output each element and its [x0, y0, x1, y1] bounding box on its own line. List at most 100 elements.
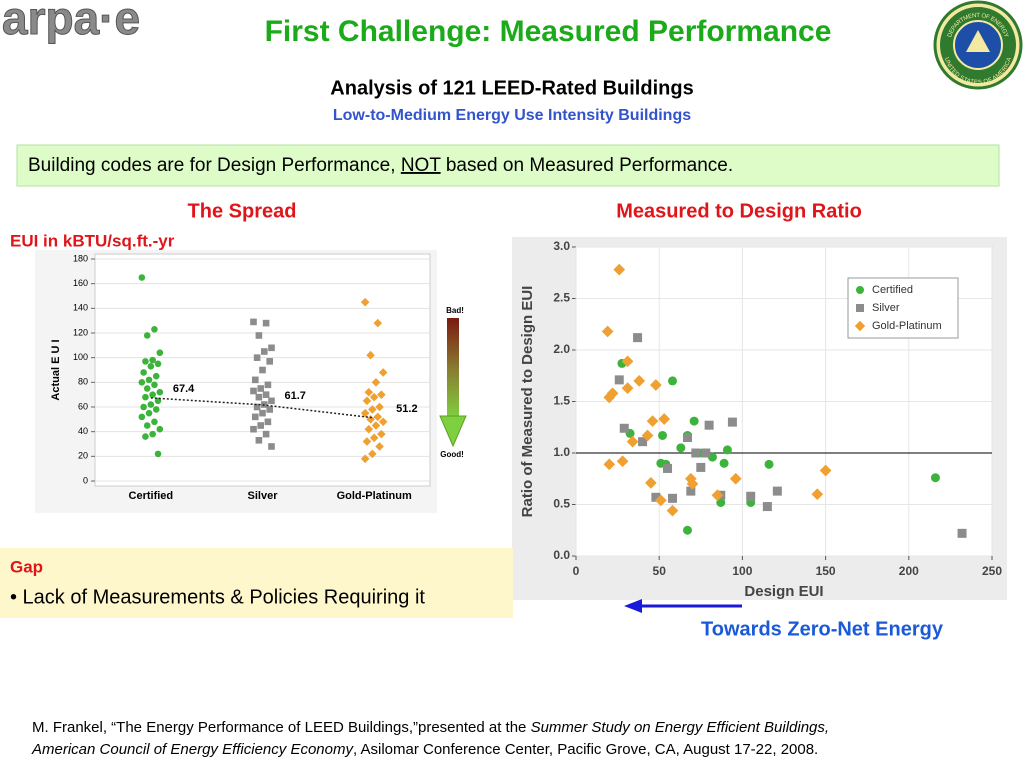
marker	[722, 445, 732, 455]
x-tick-label: 200	[899, 564, 919, 578]
marker	[140, 369, 147, 376]
citation-part: , Asilomar Conference Center, Pacific Gr…	[353, 741, 818, 758]
marker	[729, 472, 742, 485]
callout-part: Building codes are for Design Performanc…	[28, 155, 401, 176]
marker	[360, 408, 370, 418]
marker	[250, 425, 257, 433]
marker	[138, 274, 146, 281]
marker	[378, 417, 388, 427]
y-axis-label: Actual E U I	[50, 339, 62, 400]
marker	[601, 325, 614, 338]
marker	[364, 387, 374, 397]
marker	[619, 423, 629, 433]
marker	[147, 401, 155, 408]
gap-box	[0, 548, 513, 618]
marker	[651, 492, 661, 502]
x-tick-label: Silver	[248, 490, 279, 502]
marker	[145, 376, 153, 384]
marker	[684, 472, 697, 485]
x-tick-label: Certified	[129, 490, 174, 502]
marker	[650, 379, 662, 391]
mean-label: 61.7	[285, 390, 306, 402]
arrow-label: Towards Zero-Net Energy	[701, 618, 944, 640]
marker	[614, 375, 624, 385]
marker	[262, 430, 270, 438]
marker	[156, 349, 164, 357]
marker	[143, 422, 151, 429]
seal: DEPARTMENT OF ENERGY UNITED STATES OF AM…	[933, 0, 1023, 90]
gap-bullet: • Lack of Measurements & Policies Requir…	[10, 586, 425, 608]
direction-arrow	[624, 599, 742, 613]
marker	[658, 430, 668, 440]
chart-title: EUI in kBTU/sq.ft.-yr	[10, 231, 175, 250]
y-tick-label: 80	[78, 377, 88, 387]
mean-line	[150, 397, 375, 419]
legend-box	[847, 277, 959, 339]
marker	[143, 385, 151, 392]
marker	[666, 504, 679, 517]
marker	[957, 528, 967, 538]
marker	[259, 366, 266, 374]
marker	[645, 477, 657, 489]
marker	[762, 502, 772, 512]
marker	[369, 392, 379, 402]
callout-emphasis: NOT	[401, 155, 442, 176]
marker	[668, 493, 678, 503]
marker	[373, 318, 383, 328]
marker	[142, 358, 149, 365]
marker	[364, 424, 374, 434]
y-tick-label: 60	[78, 401, 88, 411]
marker	[156, 388, 164, 396]
y-tick-label: 0.5	[553, 497, 570, 511]
y-axis-label: Ratio of Measured to Design EUI	[519, 286, 536, 518]
marker	[253, 403, 261, 411]
marker	[151, 326, 158, 333]
x-axis-label: Design EUI	[744, 583, 823, 600]
marker	[638, 437, 648, 447]
y-tick-label: 0.0	[553, 548, 570, 562]
legend-label: Certified	[872, 284, 913, 296]
y-tick-label: 1.5	[553, 394, 570, 408]
marker	[856, 304, 864, 312]
marker	[764, 459, 774, 469]
marker	[250, 387, 257, 395]
marker	[147, 363, 155, 370]
y-tick-label: 2.5	[553, 291, 570, 305]
y-tick-label: 120	[73, 327, 88, 337]
marker	[686, 486, 696, 496]
marker	[704, 420, 714, 430]
marker	[369, 433, 379, 443]
marker	[140, 403, 147, 411]
x-tick-label: 50	[653, 564, 667, 578]
citation: American Council of Energy Efficiency Ec…	[31, 741, 818, 758]
marker	[633, 333, 643, 343]
marker	[746, 491, 756, 501]
marker	[262, 391, 270, 398]
marker	[641, 429, 654, 442]
marker	[682, 525, 692, 535]
marker	[606, 387, 619, 400]
y-tick-label: 20	[78, 451, 88, 461]
y-tick-label: 160	[73, 278, 88, 288]
marker	[811, 488, 824, 501]
gap-title: Gap	[10, 557, 43, 576]
panel-title: The Spread	[188, 200, 297, 222]
marker	[621, 355, 634, 368]
marker	[854, 320, 866, 332]
marker	[819, 464, 832, 477]
bad-good-scale	[439, 318, 467, 448]
marker	[613, 263, 626, 276]
marker	[266, 406, 273, 413]
marker	[145, 409, 153, 417]
marker	[616, 455, 629, 468]
marker	[621, 382, 634, 394]
legend-label: Silver	[872, 302, 900, 314]
marker	[368, 449, 377, 459]
marker	[268, 344, 275, 352]
marker	[152, 406, 160, 413]
citation-part: American Council of Energy Efficiency Ec…	[31, 741, 354, 758]
marker	[686, 478, 699, 490]
marker	[257, 385, 264, 392]
marker	[727, 417, 737, 427]
marker	[362, 396, 372, 406]
